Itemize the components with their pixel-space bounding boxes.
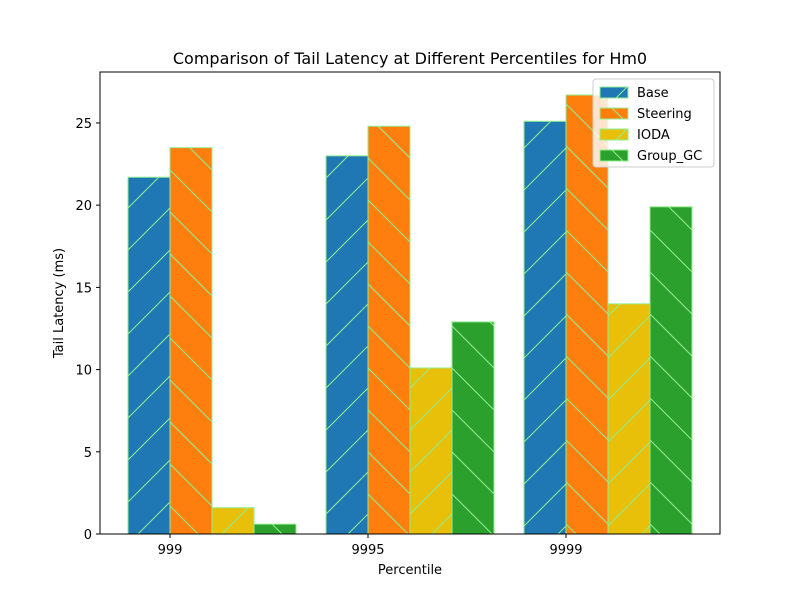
bar-base-9999 [523,120,567,535]
bar-ioda-9999 [607,303,651,535]
legend-swatch-group-gc [599,149,629,162]
bar-group-gc-999 [253,523,297,535]
legend-swatch-ioda [599,128,629,141]
bar-base-999 [127,176,171,535]
x-tick-label: 9999 [549,543,582,558]
x-tick-label: 999 [158,543,183,558]
chart-title: Comparison of Tail Latency at Different … [173,49,647,68]
bar-steering-999 [169,147,213,535]
y-tick-label: 10 [75,364,92,379]
bar-ioda-9995 [409,367,453,535]
x-tick-label: 9995 [351,543,384,558]
y-axis-label: Tail Latency (ms) [52,248,67,359]
legend-swatch-steering [599,107,629,120]
x-axis-label: Percentile [378,563,442,578]
bar-ioda-999 [211,507,255,535]
bar-base-9995 [325,155,369,535]
legend-label: Base [637,86,669,101]
bar-group-gc-9995 [451,321,495,535]
bar-group-gc-9999 [649,206,693,535]
bars-group [127,94,693,535]
legend-label: Steering [637,107,692,122]
legend-label: IODA [637,128,670,143]
legend-label: Group_GC [637,149,702,164]
y-tick-label: 20 [75,199,92,214]
axes-group: 0 5 10 15 20 25 999 9995 9999 [75,71,721,558]
y-tick-label: 0 [84,528,92,543]
plot-frame [99,71,721,535]
legend: Base Steering IODA Group_GC [592,78,715,168]
bar-steering-9999 [565,94,609,535]
y-tick-label: 5 [84,446,92,461]
legend-box [592,78,715,168]
bar-steering-9995 [367,125,411,535]
y-tick-label: 25 [75,117,92,132]
legend-swatch-base [599,86,629,99]
y-tick-label: 15 [75,281,92,296]
